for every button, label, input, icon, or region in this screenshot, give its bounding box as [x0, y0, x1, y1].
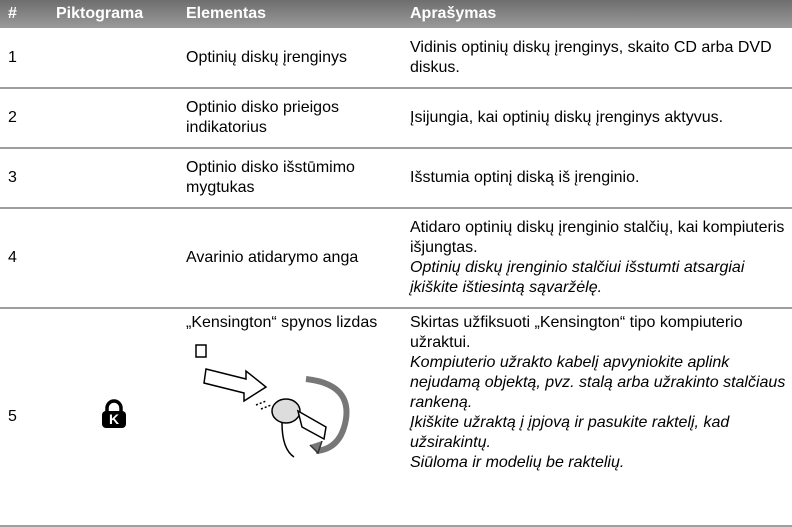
header-cell: #: [0, 0, 48, 28]
icon-cell: [48, 148, 178, 209]
kensington-icon: K: [102, 399, 126, 428]
element-name: Optinio disko prieigos indikatorius: [186, 99, 339, 136]
header-cell: Elementas: [178, 0, 402, 28]
kensington-illustration: [195, 344, 350, 458]
description: Išstumia optinį diską iš įrenginio.: [410, 169, 640, 186]
description: Įsijungia, kai optinių diskų įrenginys a…: [410, 109, 724, 126]
description: Skirtas užfiksuoti „Kensington“ tipo kom…: [410, 314, 743, 351]
element-name: Optinio disko išstūmimo mygtukas: [186, 159, 355, 196]
element-name: Optinių diskų įrenginys: [186, 48, 347, 66]
element-cell: Optinio disko prieigos indikatorius: [178, 88, 402, 149]
table-row: 5 K „Kensington“ spynos lizdas Skirtas u…: [0, 308, 792, 527]
table-body: 1 Optinių diskų įrenginys Vidinis optinių …: [0, 28, 792, 527]
icon-cell: [48, 208, 178, 309]
header-cell: Aprašymas: [402, 0, 792, 28]
description-cell: Skirtas užfiksuoti „Kensington“ tipo kom…: [402, 308, 792, 527]
element-cell: „Kensington“ spynos lizdas: [178, 308, 402, 527]
description: Atidaro optinių diskų įrenginio stalčių,…: [410, 219, 785, 256]
row-number: 5: [0, 308, 48, 527]
row-number: 3: [0, 148, 48, 209]
description-cell: Vidinis optinių diskų įrenginys, skaito …: [402, 28, 792, 89]
icon-cell: [48, 28, 178, 89]
note: Kompiuterio užrakto kabelį apvyniokite a…: [410, 354, 786, 411]
table-row: 1 Optinių diskų įrenginys Vidinis optinių …: [0, 28, 792, 89]
element-cell: Optinių diskų įrenginys: [178, 28, 402, 89]
note: Įkiškite užraktą į įpjovą ir pasukite ra…: [410, 414, 730, 451]
note: Optinių diskų įrenginio stalčiui išstumt…: [410, 259, 745, 296]
description-cell: Atidaro optinių diskų įrenginio stalčių,…: [402, 208, 792, 309]
description: Vidinis optinių diskų įrenginys, skaito …: [410, 38, 772, 76]
element-cell: Avarinio atidarymo anga: [178, 208, 402, 309]
row-number: 2: [0, 88, 48, 149]
description-cell: Įsijungia, kai optinių diskų įrenginys a…: [402, 88, 792, 149]
element-name: Avarinio atidarymo anga: [186, 249, 359, 266]
svg-text:K: K: [109, 411, 119, 427]
note: Siūloma ir modelių be raktelių.: [410, 454, 625, 471]
element-name: „Kensington“ spynos lizdas: [186, 314, 378, 331]
icon-cell: K: [48, 308, 178, 527]
header-row: # Piktograma Elementas Aprašymas: [0, 0, 792, 28]
header-cell: Piktograma: [48, 0, 178, 28]
table-row: 3 Optinio disko išstūmimo mygtukas Išstumi…: [0, 148, 792, 209]
element-cell: Optinio disko išstūmimo mygtukas: [178, 148, 402, 209]
row-number: 4: [0, 208, 48, 309]
table-row: 4 Avarinio atidarymo anga Atidaro optinių …: [0, 208, 792, 309]
table-row: 2 Optinio disko prieigos indikatorius Įsij…: [0, 88, 792, 149]
row-number: 1: [0, 28, 48, 89]
description-cell: Išstumia optinį diską iš įrenginio.: [402, 148, 792, 209]
icon-cell: [48, 88, 178, 149]
